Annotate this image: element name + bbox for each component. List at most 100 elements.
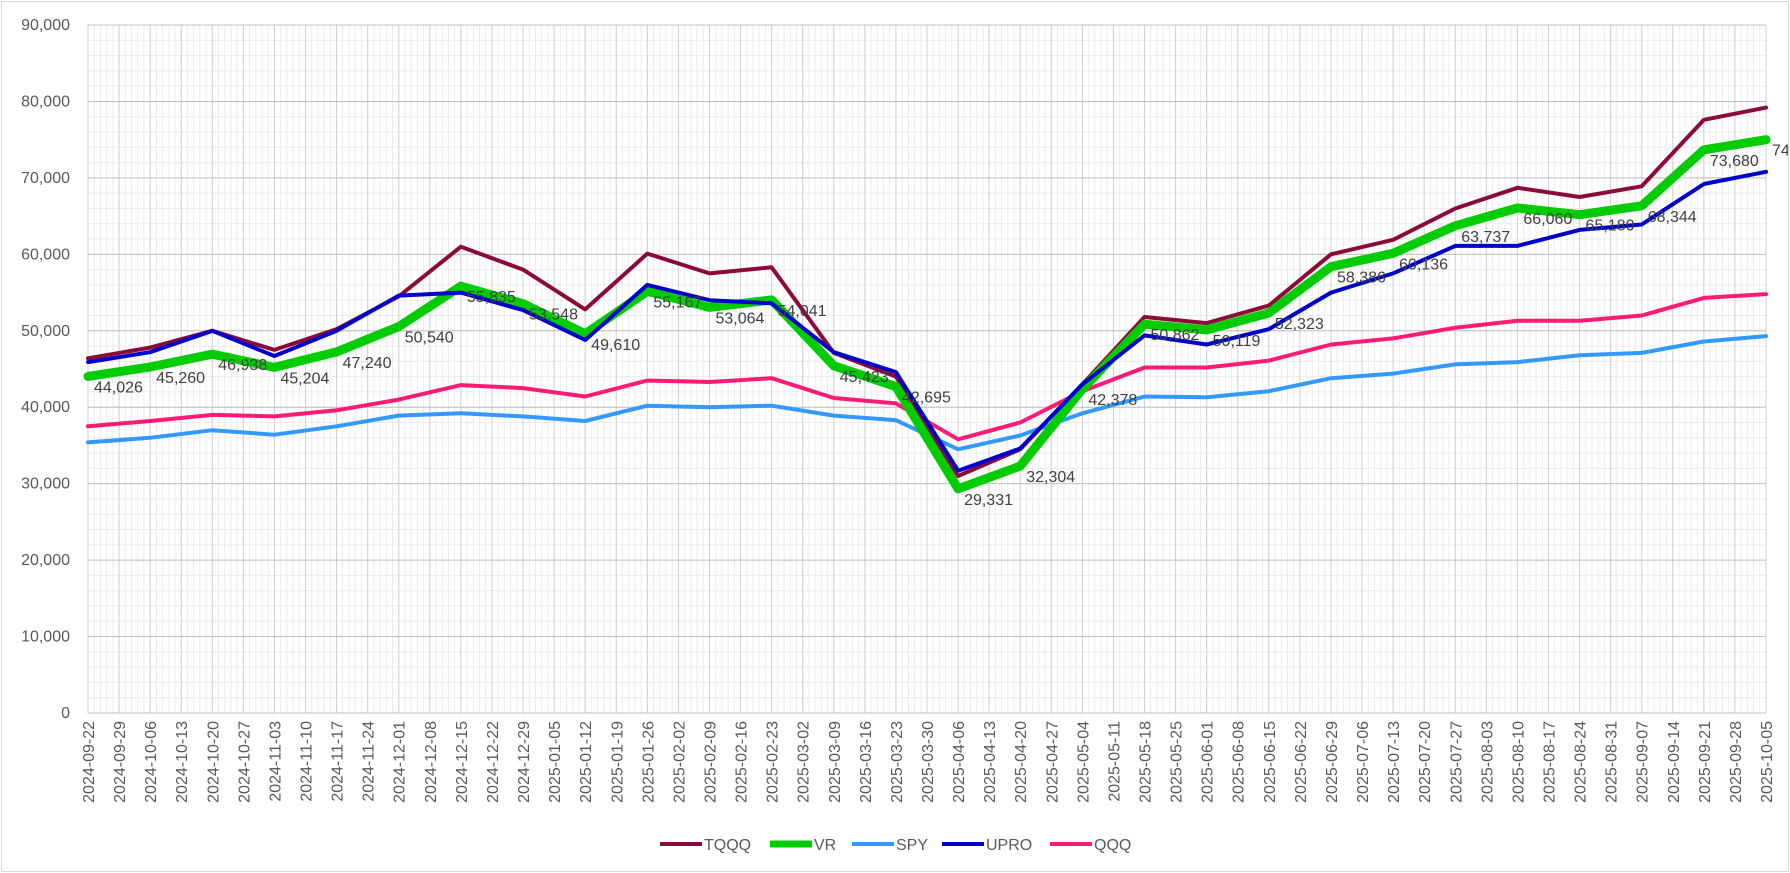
vr-data-label: 32,304 <box>1026 469 1075 486</box>
legend-item-tqqq: TQQQ <box>660 837 751 854</box>
x-tick-label: 2024-10-06 <box>143 721 160 803</box>
x-tick-label: 2025-09-07 <box>1635 721 1652 803</box>
legend-label: VR <box>814 837 836 854</box>
vr-data-label: 74,996 <box>1772 143 1788 160</box>
vr-data-label: 47,240 <box>343 355 392 372</box>
legend-item-vr: VR <box>770 837 836 854</box>
x-tick-label: 2024-10-13 <box>174 721 191 803</box>
x-tick-label: 2024-12-29 <box>516 721 533 803</box>
x-tick-label: 2025-04-13 <box>982 721 999 803</box>
gridlines <box>87 24 1767 714</box>
vr-data-label: 63,737 <box>1461 229 1510 246</box>
x-tick-label: 2025-03-16 <box>858 721 875 803</box>
data-labels: 44,026 45,260 46,938 45,204 47,240 50,540 55,8… <box>94 143 1788 509</box>
x-tick-label: 2025-05-04 <box>1075 721 1092 803</box>
vr-data-label: 44,026 <box>94 379 143 396</box>
x-tick-label: 2025-03-02 <box>796 721 813 803</box>
x-tick-label: 2025-04-06 <box>951 721 968 803</box>
x-tick-label: 2025-05-25 <box>1169 721 1186 803</box>
vr-data-label: 50,540 <box>405 330 454 347</box>
y-tick-label: 90,000 <box>21 17 70 34</box>
y-tick-label: 30,000 <box>21 476 70 493</box>
legend-label: UPRO <box>986 837 1032 854</box>
vr-data-label: 46,938 <box>218 357 267 374</box>
x-tick-label: 2024-12-15 <box>454 721 471 803</box>
y-tick-label: 20,000 <box>21 552 70 569</box>
x-tick-label: 2025-06-29 <box>1324 721 1341 803</box>
x-tick-label: 2025-06-22 <box>1293 721 1310 803</box>
x-tick-label: 2024-09-22 <box>81 721 98 803</box>
vr-data-label: 55,167 <box>653 294 702 311</box>
y-tick-label: 60,000 <box>21 246 70 263</box>
x-tick-label: 2025-07-06 <box>1355 721 1372 803</box>
x-tick-label: 2025-04-20 <box>1013 721 1030 803</box>
vr-data-label: 50,862 <box>1151 327 1200 344</box>
vr-data-label: 65,180 <box>1586 218 1635 235</box>
x-tick-label: 2025-02-16 <box>734 721 751 803</box>
x-tick-label: 2024-12-08 <box>423 721 440 803</box>
vr-data-label: 42,378 <box>1088 392 1137 409</box>
vr-data-label: 29,331 <box>964 492 1013 509</box>
legend-label: QQQ <box>1094 837 1131 854</box>
vr-data-label: 45,423 <box>840 369 889 386</box>
x-tick-label: 2025-01-05 <box>547 721 564 803</box>
x-tick-label: 2025-08-17 <box>1541 721 1558 803</box>
vr-data-label: 60,136 <box>1399 256 1448 273</box>
x-tick-label: 2025-04-27 <box>1044 721 1061 803</box>
vr-data-label: 55,835 <box>467 289 516 306</box>
x-tick-label: 2025-08-03 <box>1479 721 1496 803</box>
x-tick-label: 2024-11-10 <box>299 721 316 802</box>
x-tick-label: 2025-09-21 <box>1697 721 1714 803</box>
vr-data-label: 42,695 <box>902 390 951 407</box>
vr-data-label: 49,610 <box>591 337 640 354</box>
legend-item-qqq: QQQ <box>1050 837 1131 854</box>
vr-data-label: 52,323 <box>1275 316 1324 333</box>
vr-data-label: 58,386 <box>1337 270 1386 287</box>
x-tick-label: 2025-09-14 <box>1666 721 1683 803</box>
x-tick-label: 2025-06-01 <box>1200 721 1217 803</box>
vr-data-label: 45,204 <box>280 370 329 387</box>
y-tick-label: 80,000 <box>21 93 70 110</box>
vr-data-label: 45,260 <box>156 370 205 387</box>
x-tick-label: 2025-08-31 <box>1604 721 1621 803</box>
y-tick-label: 40,000 <box>21 399 70 416</box>
x-tick-label: 2025-07-20 <box>1417 721 1434 803</box>
legend-label: TQQQ <box>704 837 751 854</box>
vr-data-label: 73,680 <box>1710 153 1759 170</box>
x-tick-label: 2025-01-19 <box>609 721 626 803</box>
x-tick-label: 2024-11-17 <box>330 721 347 802</box>
vr-data-label: 66,060 <box>1523 211 1572 228</box>
x-tick-label: 2025-06-08 <box>1231 721 1248 803</box>
y-tick-label: 0 <box>61 705 70 722</box>
x-tick-label: 2025-05-11 <box>1106 721 1123 802</box>
x-tick-label: 2025-02-23 <box>765 721 782 803</box>
x-tick-label: 2025-03-23 <box>889 721 906 803</box>
y-tick-label: 10,000 <box>21 629 70 646</box>
x-tick-label: 2024-11-03 <box>267 721 284 802</box>
legend-label: SPY <box>896 837 928 854</box>
x-tick-label: 2025-07-27 <box>1448 721 1465 803</box>
x-tick-label: 2024-10-27 <box>236 721 253 803</box>
x-tick-label: 2024-09-29 <box>112 721 129 803</box>
x-tick-label: 2024-12-01 <box>392 721 409 803</box>
vr-data-label: 54,041 <box>778 303 827 320</box>
x-tick-label: 2025-09-28 <box>1728 721 1745 803</box>
x-tick-label: 2025-07-13 <box>1386 721 1403 803</box>
y-tick-label: 50,000 <box>21 323 70 340</box>
x-tick-label: 2024-12-22 <box>485 721 502 803</box>
x-tick-label: 2024-10-20 <box>205 721 222 803</box>
x-tick-label: 2025-06-15 <box>1262 721 1279 803</box>
legend-item-spy: SPY <box>852 837 928 854</box>
x-tick-label: 2025-03-09 <box>827 721 844 803</box>
vr-data-label: 53,064 <box>715 310 764 327</box>
vr-data-label: 50,119 <box>1213 333 1261 350</box>
x-axis: 2024-09-22 2024-09-29 2024-10-06 2024-10-13… <box>81 721 1776 803</box>
legend-item-upro: UPRO <box>942 837 1032 854</box>
x-tick-label: 2024-11-24 <box>361 721 378 802</box>
x-tick-label: 2025-08-10 <box>1510 721 1527 803</box>
vr-data-label: 53,548 <box>529 307 578 324</box>
series-lines <box>83 105 1771 494</box>
x-tick-label: 2025-02-02 <box>671 721 688 803</box>
